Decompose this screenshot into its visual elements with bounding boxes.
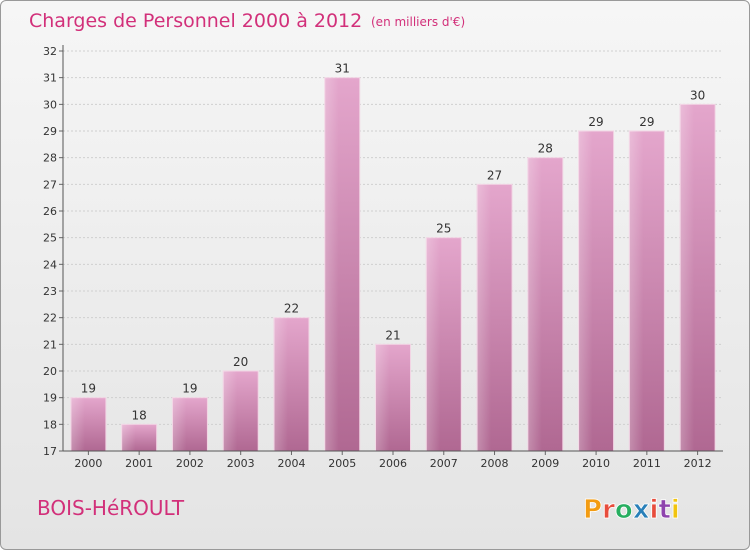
bar-highlight-2012 bbox=[680, 104, 695, 451]
axes bbox=[62, 45, 723, 452]
value-label-2008: 27 bbox=[487, 168, 502, 182]
x-tick-label-2004: 2004 bbox=[277, 457, 305, 470]
bar-highlight-2004 bbox=[273, 317, 288, 451]
y-tick-label-18: 18 bbox=[43, 418, 57, 431]
value-label-2011: 29 bbox=[639, 115, 654, 129]
chart-subtitle: (en milliers d'€) bbox=[371, 15, 465, 29]
value-label-2003: 20 bbox=[233, 355, 248, 369]
bar-highlight-2006 bbox=[375, 344, 390, 451]
y-tick-label-19: 19 bbox=[43, 392, 57, 405]
bar-highlight-2001 bbox=[121, 424, 136, 451]
logo-text: Proxiti bbox=[583, 495, 680, 525]
x-tick-label-2012: 2012 bbox=[684, 457, 712, 470]
value-label-2006: 21 bbox=[385, 328, 400, 342]
bar-highlight-2011 bbox=[629, 131, 644, 451]
logo-letter: i bbox=[650, 495, 659, 525]
value-label-2012: 30 bbox=[690, 88, 705, 102]
y-tick-label-29: 29 bbox=[43, 125, 57, 138]
x-tick-label-2010: 2010 bbox=[582, 457, 610, 470]
value-label-2009: 28 bbox=[538, 142, 553, 156]
logo-letter: P bbox=[583, 495, 602, 525]
x-tick-label-2005: 2005 bbox=[328, 457, 356, 470]
logo-letter: r bbox=[602, 495, 615, 525]
town-name: BOIS-HéROULT bbox=[37, 496, 185, 520]
logo-letter: i bbox=[671, 495, 680, 525]
bar-highlight-2002 bbox=[172, 397, 187, 451]
y-tick-label-23: 23 bbox=[43, 285, 57, 298]
x-tick-label-2001: 2001 bbox=[125, 457, 153, 470]
y-tick-label-24: 24 bbox=[43, 258, 57, 271]
bar-highlight-2010 bbox=[578, 131, 593, 451]
x-tick-label-2003: 2003 bbox=[227, 457, 255, 470]
x-tick-label-2011: 2011 bbox=[633, 457, 661, 470]
bar-highlight-2003 bbox=[223, 371, 238, 451]
value-label-2004: 22 bbox=[284, 302, 299, 316]
y-tick-label-28: 28 bbox=[43, 152, 57, 165]
y-tick-label-31: 31 bbox=[43, 72, 57, 85]
x-tick-label-2008: 2008 bbox=[481, 457, 509, 470]
y-tick-label-32: 32 bbox=[43, 45, 57, 58]
bar-highlight-2008 bbox=[477, 184, 492, 452]
bar-highlight-2000 bbox=[70, 397, 85, 451]
data-labels: 19 18 19 20 22 31 21 25 27 28 29 29 30 bbox=[81, 62, 706, 423]
proxiti-logo: Proxiti bbox=[583, 495, 681, 526]
logo-letter: x bbox=[633, 495, 650, 525]
x-tick-label-2000: 2000 bbox=[74, 457, 102, 470]
y-tick-label-20: 20 bbox=[43, 365, 57, 378]
y-tick-label-30: 30 bbox=[43, 98, 57, 111]
x-tick-label-2009: 2009 bbox=[531, 457, 559, 470]
logo-letter: o bbox=[615, 495, 633, 525]
bar-highlight-2007 bbox=[426, 237, 441, 451]
x-tick-label-2007: 2007 bbox=[430, 457, 458, 470]
value-label-2001: 18 bbox=[132, 408, 147, 422]
y-tick-label-25: 25 bbox=[43, 232, 57, 245]
value-label-2010: 29 bbox=[588, 115, 603, 129]
bars bbox=[70, 77, 716, 452]
logo-letter: t bbox=[658, 495, 670, 525]
value-label-2005: 31 bbox=[335, 62, 350, 76]
y-tick-label-26: 26 bbox=[43, 205, 57, 218]
x-tick-label-2006: 2006 bbox=[379, 457, 407, 470]
bar-highlight-2009 bbox=[527, 157, 542, 451]
chart-title: Charges de Personnel 2000 à 2012 bbox=[29, 10, 362, 32]
value-label-2007: 25 bbox=[436, 222, 451, 236]
value-label-2000: 19 bbox=[81, 382, 96, 396]
y-tick-label-17: 17 bbox=[43, 445, 57, 458]
x-tick-label-2002: 2002 bbox=[176, 457, 204, 470]
y-tick-label-21: 21 bbox=[43, 338, 57, 351]
y-tick-label-27: 27 bbox=[43, 178, 57, 191]
y-axis-ticks: 17 18 19 20 21 22 23 24 25 26 27 28 29 30 31 32 bbox=[43, 45, 63, 458]
x-axis-ticks: 2000 2001 2002 2003 2004 2005 2006 2007 2008 2009… bbox=[74, 451, 712, 470]
y-tick-label-22: 22 bbox=[43, 312, 57, 325]
bar-highlight-2005 bbox=[324, 77, 339, 452]
value-label-2002: 19 bbox=[182, 382, 197, 396]
